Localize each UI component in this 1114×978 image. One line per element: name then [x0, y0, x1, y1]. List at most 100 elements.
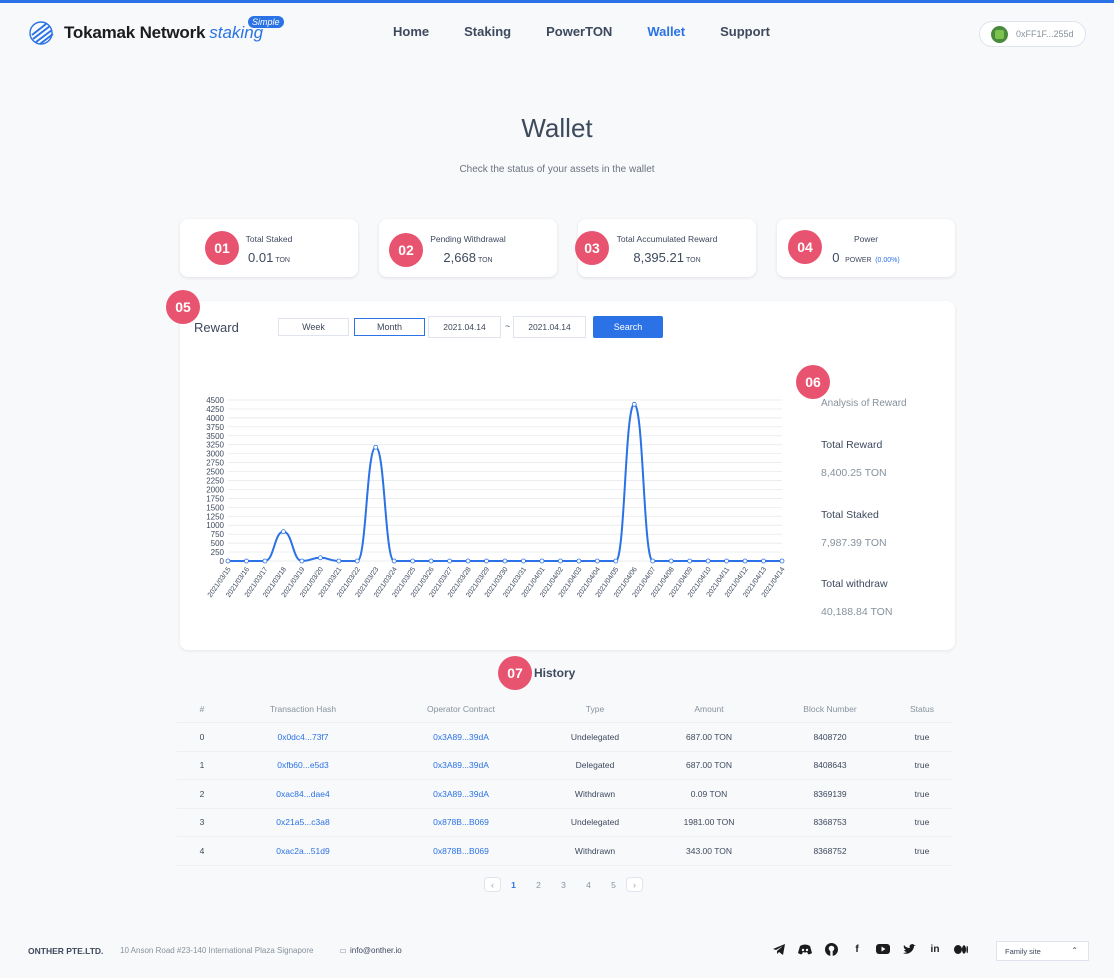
account-button[interactable]: 0xFF1F...255d — [979, 21, 1086, 47]
total-staked-label: Total Staked — [821, 509, 879, 521]
data-point — [576, 558, 582, 564]
y-tick-label: 1250 — [206, 512, 224, 521]
page-title: Wallet — [521, 113, 593, 143]
discord-icon[interactable] — [798, 942, 812, 956]
data-point — [447, 558, 453, 564]
tx-hash-link[interactable]: 0xac84...dae4 — [276, 788, 330, 799]
top-accent-bar — [0, 0, 1114, 3]
analysis-title: Analysis of Reward — [821, 398, 907, 409]
tx-hash-link[interactable]: 0xac2a...51d9 — [276, 845, 330, 856]
family-site-label: Family site — [1005, 946, 1041, 956]
month-button[interactable]: Month — [354, 318, 425, 336]
week-button[interactable]: Week — [278, 318, 349, 336]
page-5[interactable]: 5 — [611, 879, 616, 890]
nav-staking[interactable]: Staking — [464, 24, 512, 39]
table-row: 0 0x0dc4...73f7 0x3A89...39dA Undelegate… — [177, 723, 952, 752]
card-value: 2,668 TON — [379, 250, 557, 265]
row-block: 8408643 — [813, 760, 847, 771]
page-4[interactable]: 4 — [586, 879, 591, 890]
date-separator: ~ — [505, 321, 511, 331]
value-number: 0 — [832, 250, 840, 265]
operator-link[interactable]: 0x3A89...39dA — [433, 760, 489, 771]
row-block: 8369139 — [813, 788, 847, 799]
operator-link[interactable]: 0x878B...B069 — [433, 817, 489, 828]
row-index: 0 — [199, 731, 205, 742]
date-to-input[interactable]: 2021.04.14 — [513, 316, 586, 338]
twitter-icon[interactable] — [902, 942, 916, 956]
nav-home[interactable]: Home — [393, 24, 430, 39]
col-block: Block Number — [803, 703, 857, 714]
page-3[interactable]: 3 — [561, 879, 566, 890]
y-tick-label: 1000 — [206, 521, 224, 530]
data-point — [299, 558, 305, 564]
github-icon[interactable] — [824, 942, 838, 956]
row-status: true — [914, 788, 930, 799]
operator-link[interactable]: 0x3A89...39dA — [433, 731, 489, 742]
value-number: 8,395.21 — [633, 250, 684, 265]
card-value: 0 POWER (0.00%) — [777, 250, 955, 265]
row-index: 2 — [199, 788, 205, 799]
y-tick-label: 750 — [211, 530, 225, 539]
y-tick-label: 1500 — [206, 503, 224, 512]
value-unit: POWER — [845, 257, 872, 264]
nav-wallet[interactable]: Wallet — [647, 24, 686, 39]
date-from-input[interactable]: 2021.04.14 — [428, 316, 501, 338]
summary-card-power: Power 0 POWER (0.00%) — [777, 219, 955, 277]
data-point — [262, 558, 268, 564]
facebook-icon[interactable]: f — [855, 943, 859, 955]
brand-name: Tokamak Network — [64, 23, 206, 42]
total-reward-label: Total Reward — [821, 439, 883, 451]
card-value: 8,395.21 TON — [578, 250, 756, 265]
tokamak-logo-icon — [29, 21, 54, 45]
tx-hash-link[interactable]: 0xfb60...e5d3 — [277, 760, 329, 771]
footer-email[interactable]: info@onther.io — [340, 946, 402, 955]
footer-address: 10 Anson Road #23-140 International Plaz… — [120, 946, 314, 955]
y-tick-label: 250 — [211, 548, 225, 557]
data-point — [336, 558, 342, 564]
brand-suffix: staking — [209, 23, 264, 42]
data-point — [225, 558, 231, 564]
data-point — [687, 558, 693, 564]
nav-powerton[interactable]: PowerTON — [546, 24, 613, 39]
data-point — [354, 558, 360, 564]
data-point — [373, 444, 379, 450]
nav-support[interactable]: Support — [720, 24, 770, 39]
data-point — [465, 558, 471, 564]
row-block: 8408720 — [813, 731, 847, 742]
table-row: 2 0xac84...dae4 0x3A89...39dA Withdrawn … — [177, 780, 952, 809]
operator-link[interactable]: 0x3A89...39dA — [433, 788, 489, 799]
page-2[interactable]: 2 — [536, 879, 541, 890]
data-point — [668, 558, 674, 564]
row-status: true — [914, 731, 930, 742]
value-unit: TON — [685, 257, 701, 264]
card-label: Total Accumulated Reward — [616, 234, 718, 244]
data-point — [428, 558, 434, 564]
linkedin-icon[interactable]: in — [930, 943, 940, 955]
data-point — [281, 529, 286, 535]
row-index: 4 — [199, 845, 205, 856]
value-unit: TON — [477, 257, 493, 264]
row-status: true — [914, 760, 930, 771]
prev-page-button[interactable]: ‹ — [484, 877, 501, 892]
data-point — [502, 558, 508, 564]
operator-link[interactable]: 0x878B...B069 — [433, 845, 489, 856]
tx-hash-link[interactable]: 0x21a5...c3a8 — [276, 817, 330, 828]
marker-07: 07 — [498, 656, 532, 690]
youtube-icon[interactable] — [876, 942, 890, 956]
row-type: Delegated — [575, 760, 615, 771]
col-type: Type — [585, 703, 605, 714]
next-page-button[interactable]: › — [626, 877, 643, 892]
y-tick-label: 4000 — [206, 414, 224, 423]
tx-hash-link[interactable]: 0x0dc4...73f7 — [277, 731, 329, 742]
data-point — [613, 558, 619, 564]
row-amount: 343.00 TON — [686, 845, 732, 856]
data-point — [391, 558, 397, 564]
card-label: Pending Withdrawal — [430, 234, 506, 244]
search-button[interactable]: Search — [593, 316, 663, 338]
telegram-icon[interactable] — [772, 942, 786, 956]
social-links: f in — [772, 942, 980, 956]
logo[interactable]: Tokamak Network staking Simple — [28, 16, 284, 47]
page-1[interactable]: 1 — [511, 879, 516, 890]
family-site-select[interactable]: Family site ⌃ — [996, 941, 1089, 961]
medium-icon[interactable] — [954, 942, 968, 956]
